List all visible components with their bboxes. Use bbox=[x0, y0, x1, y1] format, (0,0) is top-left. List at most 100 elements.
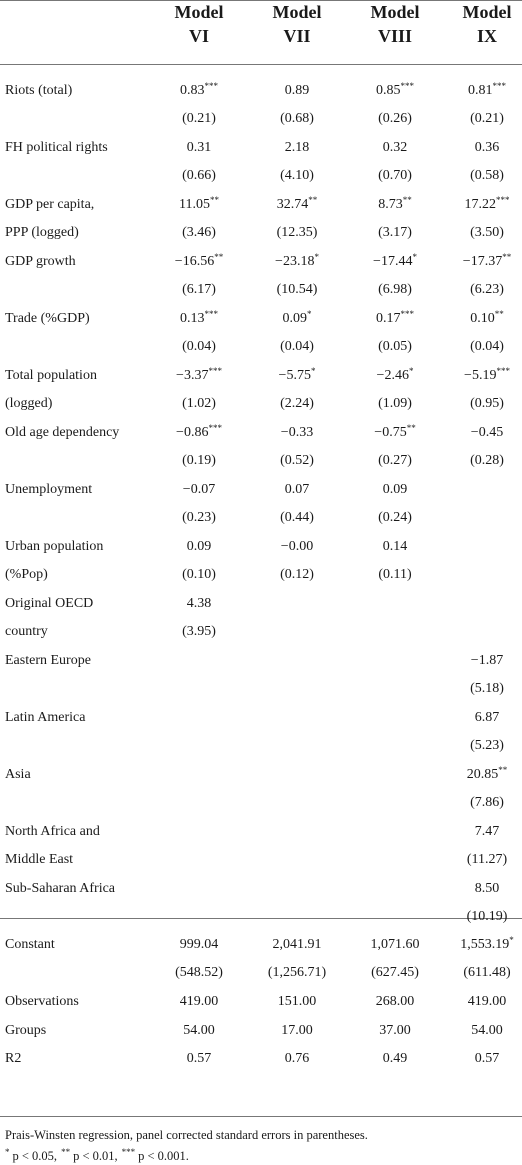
coefficient: 268.00 bbox=[375, 994, 415, 1009]
standard-error: (0.04) bbox=[280, 338, 314, 354]
coefficient-cell: 6.87 bbox=[437, 708, 522, 728]
standard-error: (6.98) bbox=[378, 281, 412, 297]
coefficient-cell: 20.85** bbox=[437, 765, 522, 785]
coefficient: −0.00 bbox=[280, 539, 314, 554]
standard-error: (1.09) bbox=[378, 395, 412, 411]
significance-text: p < 0.05, bbox=[12, 1149, 58, 1163]
row-label: Eastern Europe bbox=[5, 653, 91, 668]
significance-stars: *** bbox=[121, 1147, 136, 1157]
standard-error: (0.28) bbox=[470, 452, 504, 468]
coefficient: 0.10 bbox=[470, 311, 495, 326]
coefficient: 0.89 bbox=[284, 83, 310, 98]
coefficient: 0.36 bbox=[474, 140, 500, 155]
standard-error: (0.24) bbox=[378, 509, 412, 525]
significance-stars: * bbox=[509, 935, 514, 945]
coefficient-cell: −17.44* bbox=[345, 252, 445, 272]
row-label: GDP per capita, bbox=[5, 197, 95, 212]
significance-stars: ** bbox=[406, 423, 416, 433]
coefficient-cell: 54.00 bbox=[437, 1021, 522, 1041]
coefficient: −17.44 bbox=[373, 254, 413, 269]
row-label: Constant bbox=[5, 937, 55, 952]
standard-error: (0.21) bbox=[182, 110, 216, 126]
coefficient-cell: 0.07 bbox=[247, 480, 347, 500]
coefficient-cell: 11.05** bbox=[149, 195, 249, 215]
row-label: (logged) bbox=[5, 395, 53, 411]
coefficient: 0.85 bbox=[376, 83, 401, 98]
significance-stars: ** bbox=[209, 195, 219, 205]
row-label: country bbox=[5, 623, 48, 639]
row-label: Original OECD bbox=[5, 596, 94, 611]
coefficient-cell: 0.14 bbox=[345, 537, 445, 557]
bottom-rule bbox=[0, 1116, 522, 1117]
coefficient: 0.32 bbox=[382, 140, 408, 155]
coefficient: −16.56 bbox=[174, 254, 215, 269]
coefficient-cell: 0.36 bbox=[437, 138, 522, 158]
coefficient: 7.47 bbox=[474, 824, 500, 839]
coefficient: 999.04 bbox=[179, 937, 219, 952]
significance-stars: ** bbox=[214, 252, 224, 262]
standard-error: (7.86) bbox=[470, 794, 504, 810]
coefficient-cell: 0.49 bbox=[345, 1049, 445, 1069]
coefficient-cell: 0.83*** bbox=[149, 81, 249, 101]
significance-note: * p < 0.05, ** p < 0.01, *** p < 0.001. bbox=[5, 1147, 193, 1165]
standard-error: (3.46) bbox=[182, 224, 216, 240]
coefficient-cell: 1,071.60 bbox=[345, 935, 445, 955]
coefficient-cell: 37.00 bbox=[345, 1021, 445, 1041]
coefficient: 0.81 bbox=[468, 83, 493, 98]
coefficient-cell: −0.33 bbox=[247, 423, 347, 443]
standard-error: (0.26) bbox=[378, 110, 412, 126]
coefficient-cell: 0.81*** bbox=[437, 81, 522, 101]
standard-error: (3.17) bbox=[378, 224, 412, 240]
coefficient-cell: 0.76 bbox=[247, 1049, 347, 1069]
coefficient: −1.87 bbox=[470, 653, 504, 668]
coefficient-cell: 8.73** bbox=[345, 195, 445, 215]
coefficient: 0.49 bbox=[382, 1051, 408, 1066]
coefficient-cell: 0.57 bbox=[437, 1049, 522, 1069]
standard-error: (0.44) bbox=[280, 509, 314, 525]
row-label: North Africa and bbox=[5, 824, 100, 839]
row-label: R2 bbox=[5, 1051, 22, 1066]
coefficient: 8.73 bbox=[378, 197, 403, 212]
significance-stars: * bbox=[408, 366, 414, 376]
standard-error: (1,256.71) bbox=[267, 964, 327, 980]
coefficient: 54.00 bbox=[183, 1022, 215, 1038]
row-label: Trade (%GDP) bbox=[5, 311, 90, 326]
significance-stars: * bbox=[314, 252, 319, 262]
significance-stars: *** bbox=[496, 195, 510, 205]
significance-stars: ** bbox=[498, 765, 508, 775]
significance-stars: ** bbox=[61, 1147, 71, 1157]
coefficient: 1,553.19 bbox=[460, 937, 510, 952]
standard-error: (0.66) bbox=[182, 167, 216, 183]
standard-error: (10.19) bbox=[466, 908, 508, 924]
row-label: Riots (total) bbox=[5, 83, 73, 98]
coefficient: 0.17 bbox=[376, 311, 401, 326]
coefficient-cell: −0.45 bbox=[437, 423, 522, 443]
standard-error: (0.21) bbox=[470, 110, 504, 126]
coefficient-cell: −23.18* bbox=[247, 252, 347, 272]
significance-text: p < 0.01, bbox=[73, 1149, 118, 1163]
standard-error: (6.17) bbox=[182, 281, 216, 297]
coefficient: 419.00 bbox=[467, 994, 507, 1009]
coefficient: 0.07 bbox=[284, 482, 310, 497]
standard-error: (12.35) bbox=[276, 224, 318, 240]
coefficient-cell: −0.00 bbox=[247, 537, 347, 557]
coefficient-cell: 0.32 bbox=[345, 138, 445, 158]
coefficient-cell: 17.00 bbox=[247, 1021, 347, 1041]
standard-error: (0.95) bbox=[470, 395, 504, 411]
standard-error: (0.58) bbox=[470, 167, 504, 183]
coefficient-cell: 2.18 bbox=[247, 138, 347, 158]
coefficient: 4.38 bbox=[186, 596, 212, 611]
coefficient: −3.37 bbox=[176, 368, 209, 383]
coefficient: 2.18 bbox=[284, 140, 310, 155]
standard-error: (0.04) bbox=[470, 338, 504, 354]
coefficient-cell: 4.38 bbox=[149, 594, 249, 614]
coefficient: 0.14 bbox=[382, 539, 408, 554]
coefficient-cell: 8.50 bbox=[437, 879, 522, 899]
top-rule bbox=[0, 0, 522, 1]
standard-error: (0.04) bbox=[182, 338, 216, 354]
coefficient-cell: 999.04 bbox=[149, 935, 249, 955]
coefficient-cell: 0.31 bbox=[149, 138, 249, 158]
coefficient: 8.50 bbox=[474, 881, 500, 896]
standard-error: (0.05) bbox=[378, 338, 412, 354]
